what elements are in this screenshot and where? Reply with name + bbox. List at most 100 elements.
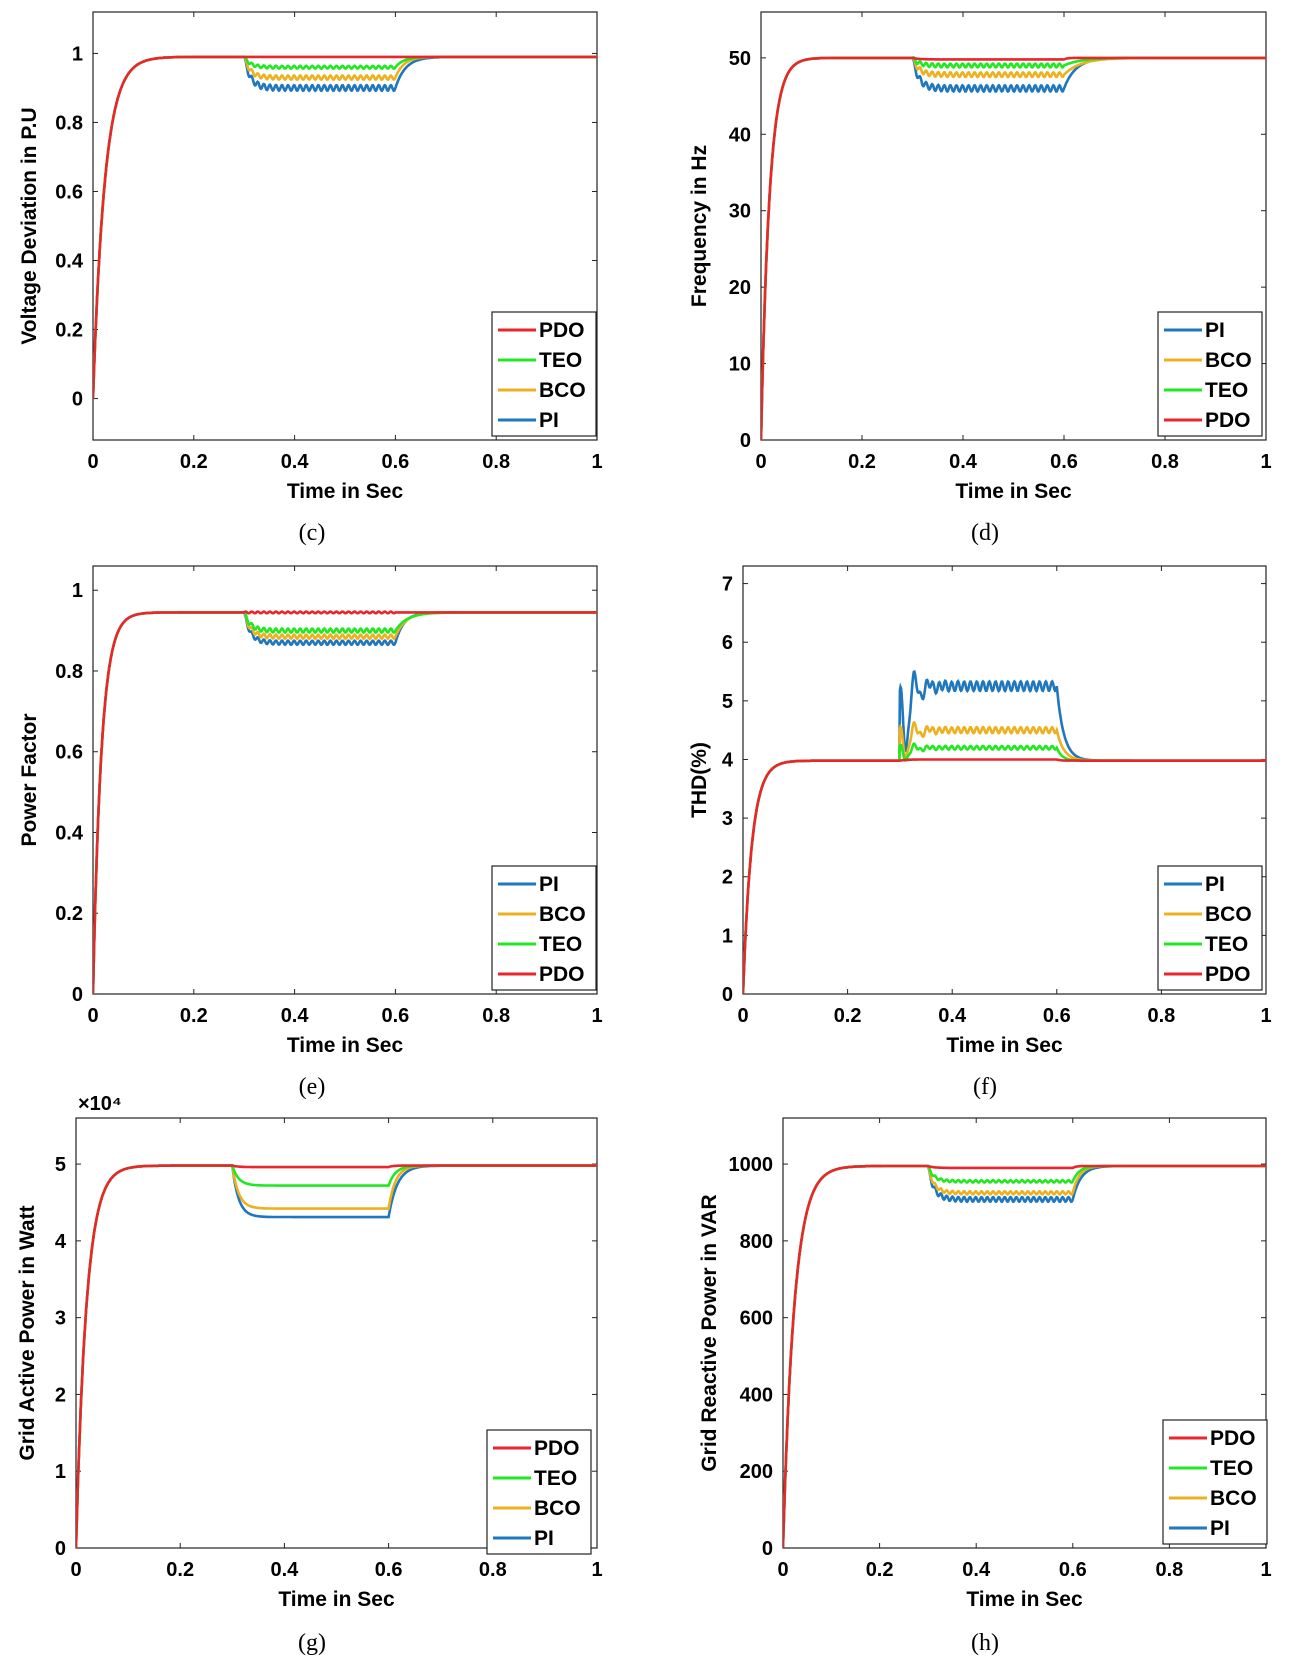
legend-label-pdo: PDO [539, 319, 585, 342]
y-tick-label: 30 [729, 201, 751, 223]
x-tick-label: 0.2 [848, 451, 876, 473]
x-tick-label: 0.6 [381, 451, 409, 473]
legend-label-pi: PI [539, 409, 559, 432]
legend-label-bco: BCO [1205, 349, 1252, 372]
x-tick-label: 0.2 [180, 451, 208, 473]
panel-caption: (c) [299, 520, 326, 546]
series-line-pdo [743, 758, 1266, 994]
y-tick-label: 3 [55, 1308, 66, 1330]
series-line-pdo [783, 1164, 1266, 1548]
legend-label-bco: BCO [539, 903, 586, 926]
y-tick-label: 5 [722, 691, 733, 713]
y-tick-label: 800 [740, 1231, 773, 1253]
y-tick-label: 5 [55, 1154, 66, 1176]
legend-label-pdo: PDO [534, 1437, 580, 1460]
y-tick-label: 0.6 [55, 742, 83, 764]
chart-e: 0 0.2 0.4 0.6 0.8 1 0 0.2 0.4 0.6 0.8 1 Time in Sec P… [18, 565, 603, 1100]
x-tick-label: 1 [1260, 451, 1271, 473]
y-tick-label: 1 [722, 925, 733, 947]
legend-label-teo: TEO [1205, 379, 1248, 402]
x-axis-label: Time in Sec [955, 480, 1072, 503]
y-tick-label: 6 [722, 632, 733, 654]
x-tick-label: 0 [70, 1559, 81, 1581]
x-tick-label: 0 [777, 1559, 788, 1581]
x-axis-label: Time in Sec [287, 1034, 404, 1057]
y-tick-label: 0.4 [55, 251, 84, 273]
y-tick-label: 0 [740, 430, 751, 452]
chart-g: 0 0.2 0.4 0.6 0.8 1 0 1 2 3 4 5 ×10⁴ Time in Sec Grid … [16, 1093, 603, 1656]
x-tick-label: 0 [87, 1005, 98, 1027]
x-tick-label: 0.8 [482, 451, 510, 473]
legend-label-teo: TEO [534, 1467, 577, 1490]
legend-label-teo: TEO [539, 349, 582, 372]
y-tick-label: 50 [729, 48, 751, 70]
legend: PDO TEO BCO PI [1162, 1419, 1268, 1545]
x-tick-label: 1 [591, 451, 602, 473]
x-tick-label: 0.4 [938, 1005, 967, 1027]
y-tick-label: 0.6 [55, 181, 83, 203]
x-tick-label: 0.2 [180, 1005, 208, 1027]
legend-label-pi: PI [534, 1527, 554, 1550]
y-axis-label: Frequency in Hz [688, 145, 711, 307]
series-line-pdo [93, 55, 597, 399]
y-tick-label: 0.4 [55, 822, 84, 844]
y-axis-label: Voltage Deviation in P.U [18, 107, 41, 344]
x-tick-label: 0.8 [1147, 1005, 1175, 1027]
y-tick-label: 0 [55, 1538, 66, 1560]
panel-caption: (d) [971, 520, 999, 546]
y-axis-label: Grid Active Power in Watt [16, 1205, 39, 1460]
legend: PI BCO TEO PDO [491, 865, 597, 991]
legend-label-pi: PI [1205, 873, 1225, 896]
y-tick-label: 4 [55, 1231, 67, 1253]
y-tick-label: 40 [729, 124, 751, 146]
y-tick-label: 2 [722, 867, 733, 889]
legend-label-pdo: PDO [1205, 409, 1251, 432]
x-axis-label: Time in Sec [287, 480, 404, 503]
y-tick-label: 0 [762, 1538, 773, 1560]
y-tick-label: 3 [722, 808, 733, 830]
legend: PI BCO TEO PDO [1157, 865, 1263, 991]
y-axis-label: Grid Reactive Power in VAR [698, 1194, 721, 1471]
chart-c: 0 0.2 0.4 0.6 0.8 1 0 0.2 0.4 0.6 0.8 1 Time in Sec V… [18, 11, 603, 546]
x-tick-label: 0 [737, 1005, 748, 1027]
legend-label-bco: BCO [534, 1497, 581, 1520]
legend-label-teo: TEO [1205, 933, 1248, 956]
legend-label-pi: PI [1210, 1517, 1230, 1540]
legend-label-bco: BCO [1205, 903, 1252, 926]
x-tick-label: 0.2 [834, 1005, 862, 1027]
legend: PI BCO TEO PDO [1157, 311, 1263, 437]
legend-label-pdo: PDO [1210, 1427, 1256, 1450]
series-line-pdo [76, 1164, 597, 1548]
y-tick-label: 10 [729, 354, 751, 376]
panel-caption: (h) [971, 1630, 999, 1656]
x-tick-label: 0.4 [962, 1559, 991, 1581]
x-tick-label: 0.8 [482, 1005, 510, 1027]
x-tick-label: 0.2 [866, 1559, 894, 1581]
chart-f: 0 0.2 0.4 0.6 0.8 1 0 1 2 3 4 5 6 7 Time in Sec THD(%) (… [688, 565, 1272, 1100]
x-tick-label: 1 [1260, 1005, 1271, 1027]
legend: PDO TEO BCO PI [486, 1429, 592, 1555]
legend-label-pdo: PDO [1205, 963, 1251, 986]
x-axis-label: Time in Sec [946, 1034, 1063, 1057]
x-tick-label: 0.2 [166, 1559, 194, 1581]
y-tick-label: 1 [72, 43, 83, 65]
legend-label-teo: TEO [1210, 1457, 1253, 1480]
y-axis-label: THD(%) [688, 742, 711, 818]
x-tick-label: 0.6 [375, 1559, 403, 1581]
y-tick-label: 0.2 [55, 320, 83, 342]
legend-label-pi: PI [1205, 319, 1225, 342]
series-line-pdo [761, 56, 1266, 440]
legend-label-bco: BCO [539, 379, 586, 402]
panel-caption: (e) [299, 1074, 326, 1100]
x-tick-label: 0.6 [1059, 1559, 1087, 1581]
y-tick-label: 1000 [729, 1154, 774, 1176]
y-tick-label: 0 [72, 389, 83, 411]
y-axis-label: Power Factor [18, 713, 41, 846]
legend: PDO TEO BCO PI [491, 311, 597, 437]
legend-label-pi: PI [539, 873, 559, 896]
y-tick-label: 7 [722, 574, 733, 596]
x-tick-label: 1 [591, 1559, 602, 1581]
y-tick-label: 400 [740, 1384, 773, 1406]
